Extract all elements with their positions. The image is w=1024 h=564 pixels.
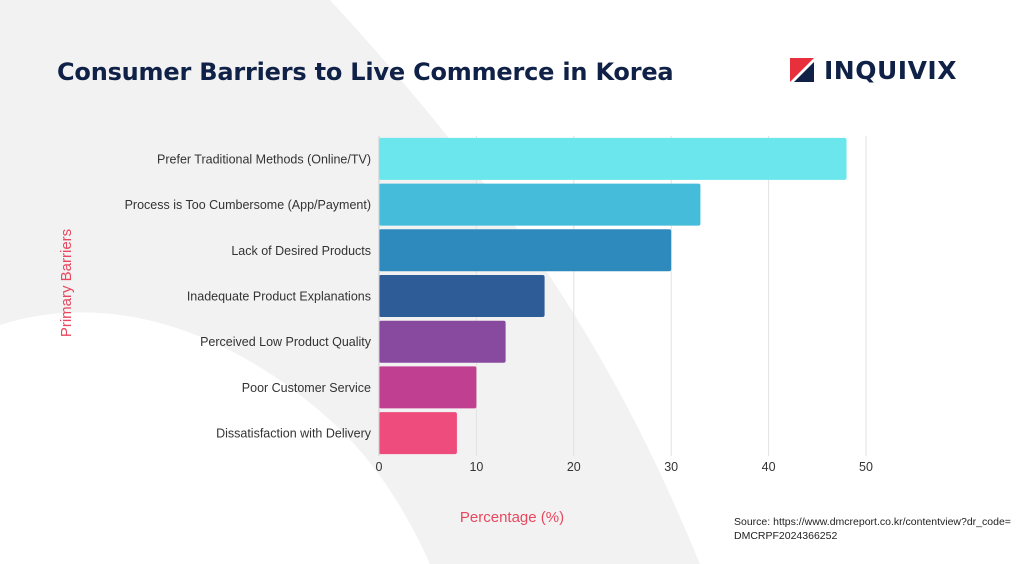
bar-0 (379, 137, 847, 180)
logo-text: INQUIVIX (824, 55, 958, 85)
page-title: Consumer Barriers to Live Commerce in Ko… (57, 58, 674, 86)
bar-2 (379, 229, 672, 272)
source-note: Source: https://www.dmcreport.co.kr/cont… (734, 516, 1011, 542)
bar-5 (379, 366, 477, 409)
bar-3 (379, 275, 545, 317)
category-label-5: Poor Customer Service (242, 381, 371, 395)
bar-1 (379, 183, 701, 226)
x-tick-label-3: 30 (664, 460, 678, 474)
x-axis-title: Percentage (%) (460, 509, 564, 526)
x-tick-label-1: 10 (469, 460, 483, 474)
y-axis-title: Primary Barriers (58, 229, 75, 337)
x-tick-label-5: 50 (859, 460, 873, 474)
x-tick-label-0: 0 (376, 460, 383, 474)
category-label-2: Lack of Desired Products (231, 244, 371, 258)
category-label-1: Process is Too Cumbersome (App/Payment) (125, 198, 371, 212)
category-label-6: Dissatisfaction with Delivery (216, 427, 372, 441)
category-label-3: Inadequate Product Explanations (187, 290, 371, 304)
bar-6 (379, 412, 457, 455)
logo-mark-icon (790, 58, 814, 82)
x-tick-label-4: 40 (762, 460, 776, 474)
category-label-4: Perceived Low Product Quality (200, 335, 372, 349)
x-tick-label-2: 20 (567, 460, 581, 474)
bar-4 (379, 320, 506, 363)
category-label-0: Prefer Traditional Methods (Online/TV) (157, 152, 371, 166)
company-logo: INQUIVIX (790, 55, 958, 85)
